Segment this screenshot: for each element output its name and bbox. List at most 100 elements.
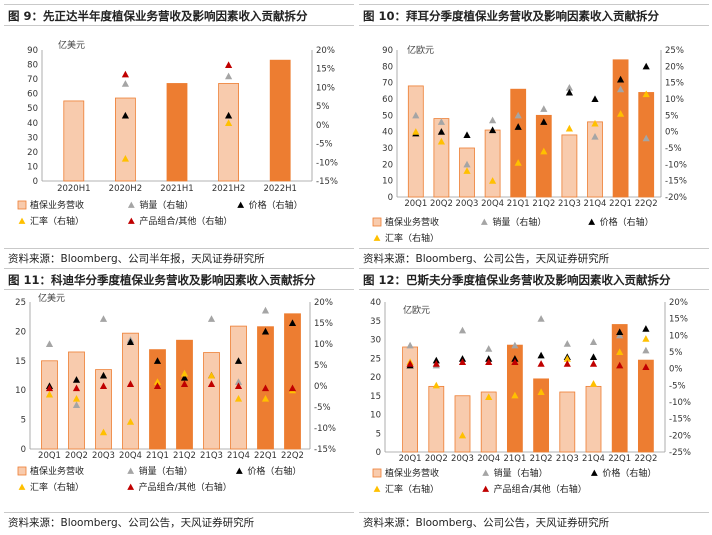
x-tick-label: 21Q2 [173,451,196,461]
marker-volume [616,331,624,339]
legend-label: 产品组合/其他（右轴） [139,215,232,227]
marker-volume [591,132,599,140]
bar [407,85,424,198]
marker-fx [642,335,650,342]
x-tick-label: 2021H2 [212,184,245,194]
y-tick-label: 80 [382,62,393,72]
marker-mix [180,380,189,387]
y2-tick-label: -10% [665,160,687,170]
y-tick-label: 10 [370,411,381,421]
chart-source: 资料来源：Bloomberg、公司公告，天风证券研究所 [359,248,709,268]
bar [63,100,85,182]
y2-tick-label: -5% [665,144,682,154]
marker-mix [99,382,108,390]
y2-tick-label: 20% [665,62,684,72]
legend-label: 销量（右轴） [494,467,548,479]
marker-price [537,351,545,359]
marker-fx [99,428,108,436]
y-tick-label: 15 [370,392,381,402]
y-tick-label: 25 [370,354,381,364]
marker-fx [463,167,471,174]
marker-volume [540,105,548,112]
y2-tick-label: 5% [316,102,330,112]
x-tick-label: 22Q1 [608,454,631,464]
legend-swatch-mix [127,217,135,224]
marker-fx [511,391,519,399]
y2-tick-label: 0% [665,128,679,138]
marker-price [485,355,493,362]
x-tick-label: 21Q1 [503,454,526,464]
y2-tick-label: 15% [314,319,333,329]
marker-volume [121,80,129,87]
marker-fx [565,124,573,132]
marker-fx [537,388,545,396]
y2-tick-label: -20% [669,431,691,441]
marker-fx [617,110,625,117]
y-tick-label: 10 [27,162,38,172]
y-tick-label: 5 [21,416,26,426]
y-axis-unit: 亿欧元 [407,44,434,56]
y2-tick-label: 5% [314,361,328,371]
y2-tick-label: 5% [669,348,683,358]
marker-price [589,353,598,361]
marker-mix [121,70,129,78]
marker-mix [485,358,493,366]
marker-mix [406,360,414,367]
y2-tick-label: 10% [314,340,333,350]
marker-mix [458,358,467,366]
marker-fx [489,177,497,184]
x-tick-label: 21Q2 [530,454,553,464]
y-tick-label: 30 [370,336,381,346]
y2-tick-label: 0% [314,382,328,392]
y-tick-label: 25 [15,298,26,308]
y-tick-label: 35 [370,317,381,327]
marker-mix [207,380,216,387]
marker-fx [458,431,467,439]
x-tick-label: 20Q3 [451,454,474,464]
marker-volume [458,326,467,334]
y-axis-unit: 亿美元 [58,39,85,51]
bar [428,385,445,453]
marker-volume [72,401,81,408]
x-tick-label: 22Q2 [635,199,658,209]
y-tick-label: 80 [27,61,38,71]
legend-swatch-fx [373,485,381,492]
y2-tick-label: -5% [316,140,333,150]
y-tick-label: 40 [27,119,38,129]
y2-tick-label: 20% [314,298,333,308]
legend-label: 植保业务营收 [30,465,84,477]
marker-price [565,88,573,96]
marker-price [261,327,270,335]
x-tick-label: 21Q2 [532,199,555,209]
bar [41,360,58,450]
bar [585,385,602,453]
marker-volume [565,83,573,91]
bar [637,359,654,453]
legend-label: 产品组合/其他（右轴） [139,481,232,493]
x-tick-label: 21Q3 [558,199,581,209]
x-tick-label: 20Q1 [404,199,427,209]
bar [454,395,471,453]
marker-volume [437,118,445,125]
y2-tick-label: 10% [669,331,688,341]
chart-source: 资料来源：Bloomberg、公司半年报，天风证券研究所 [4,248,354,268]
x-tick-label: 2021H1 [160,184,193,194]
y2-tick-label: -20% [665,193,687,203]
y-tick-label: 15 [15,357,26,367]
marker-fx [485,393,493,401]
y-tick-label: 5 [376,429,381,439]
marker-mix [563,360,571,367]
y-tick-label: 0 [388,193,393,203]
y-tick-label: 30 [382,144,393,154]
marker-mix [153,382,162,390]
marker-volume [489,116,497,124]
bar [480,391,497,453]
y-tick-label: 90 [382,46,393,56]
y-axis-unit: 亿美元 [38,292,65,304]
bar [484,129,501,198]
marker-mix [432,360,440,367]
marker-volume [412,111,420,119]
x-tick-label: 2022H1 [263,184,296,194]
x-tick-label: 20Q3 [456,199,479,209]
legend-label: 销量（右轴） [492,216,546,228]
